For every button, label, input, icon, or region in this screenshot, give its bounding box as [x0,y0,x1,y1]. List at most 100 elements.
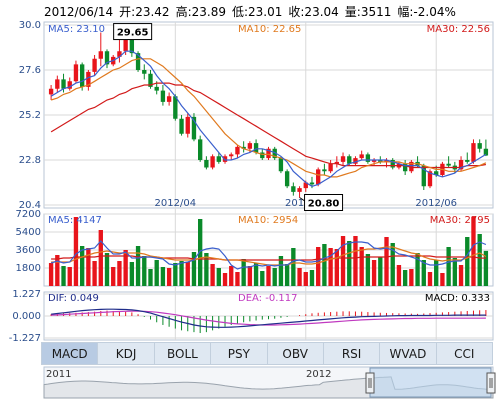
volume-bar [402,270,408,286]
header-close: 收:23.04 [288,5,339,19]
volume-bar [421,260,426,286]
volume-bar [334,249,339,286]
candle-body [67,81,72,89]
volume-bar [446,247,451,286]
header-change: 幅:-2.04% [397,5,456,19]
candle-body [353,158,358,164]
volume-bar [61,266,66,286]
candle-body [328,163,333,172]
candle-body [384,160,389,162]
volume-bar [266,266,271,286]
volume-bar [247,266,253,286]
volume-bar [98,230,103,286]
volume-bar [148,269,153,286]
volume-bar [142,256,147,286]
volume-bar [396,265,402,286]
volume-bar [272,268,277,286]
navigator-right-handle[interactable] [486,372,496,394]
candle-body [434,171,439,175]
volume-bar [185,262,190,286]
macd-value-label: MACD: 0.333 [425,293,490,304]
candle-body [104,51,110,65]
candle-body [334,161,339,164]
volume-bar [111,267,116,286]
candle-body [477,143,482,149]
volume-bar [129,262,135,286]
volume-bar [309,270,315,286]
price-ma10-line [50,58,487,178]
candle-body [235,146,240,155]
volume-bar [415,253,420,286]
candle-body [427,171,433,187]
price-ma30-line [50,82,487,169]
volume-bar [260,271,265,286]
volume-bar [86,248,91,286]
macd-tick-label: -1.227 [9,333,41,344]
candle-body [98,51,103,59]
price-tick-label: 27.6 [19,65,41,76]
volume-bar [55,255,60,286]
candle-body [291,186,296,192]
volume-bar [303,272,308,286]
volume-bar [117,261,122,286]
price-ma5-line [50,50,487,187]
volume-bar [458,265,464,286]
candle-body [297,188,302,192]
volume-bar [229,266,234,286]
navigator-left-handle[interactable] [365,372,375,394]
candle-body [191,116,197,140]
candle-body [365,154,371,162]
tab-macd[interactable]: MACD [42,343,99,364]
macd-tick-label: 0.000 [12,311,41,322]
candle-body [179,118,184,134]
candle-body [222,156,228,162]
candle-body [198,139,203,160]
volume-bar [173,263,178,286]
min-annotation-box [304,194,344,211]
tab-boll[interactable]: BOLL [155,343,212,364]
volume-tick-label: 3600 [16,245,41,256]
volume-bar [378,257,383,286]
volume-bar [166,268,172,286]
candle-body [61,79,66,89]
max-annotation-label: 29.65 [117,28,149,39]
volume-bar [365,254,371,286]
volume-bar [340,236,346,286]
tab-wvad[interactable]: WVAD [380,343,437,364]
tab-kdj[interactable]: KDJ [98,343,155,364]
volume-bar [154,260,159,286]
tab-rsi[interactable]: RSI [324,343,381,364]
candle-body [303,182,308,189]
volume-tick-label: 7200 [16,209,41,220]
macd-dea-label: DEA: -0.117 [238,293,297,304]
volume-bar [104,253,110,286]
volume-bar [477,234,482,286]
volume-bar [123,250,128,286]
volume-bar [216,268,221,286]
candle-body [73,64,79,82]
price-tick-label: 20.4 [19,200,41,211]
candle-body [284,171,290,187]
volume-bar [48,263,54,286]
candle-body [216,156,221,162]
candle-body [229,154,234,157]
volume-bar [73,217,79,286]
tab-cci[interactable]: CCI [454,346,475,361]
tab-obv[interactable]: OBV [268,343,324,364]
price-ma30-label: MA30: 22.56 [427,24,490,35]
candle-body [253,143,259,153]
volume-bar [160,267,166,286]
volume-bar [222,273,228,286]
volume-bar [384,237,389,286]
candle-body [260,152,265,159]
volume-bar [353,236,358,286]
volume-ma5-label: MA5: 4147 [48,215,102,226]
volume-bar [67,267,72,286]
candle-body [465,160,470,162]
candle-body [48,88,54,95]
volume-bar [191,252,197,286]
candle-body [166,96,172,102]
tab-psy[interactable]: PSY [211,343,268,364]
price-tick-label: 25.2 [19,110,41,121]
